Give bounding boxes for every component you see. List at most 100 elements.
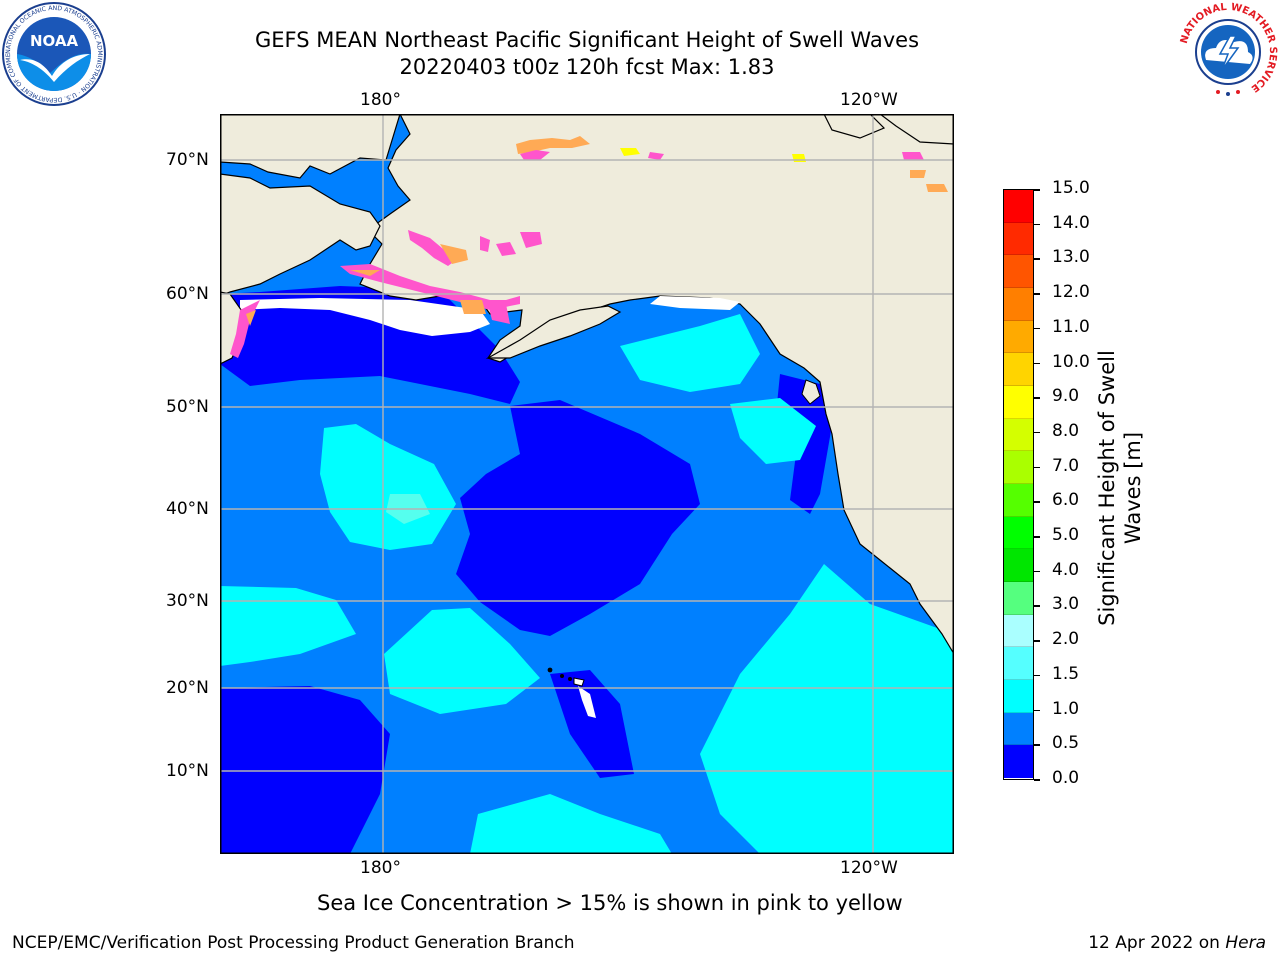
chart-subtitle: 20220403 t00z 120h fcst Max: 1.83 [399, 55, 775, 79]
colorbar-segment [1004, 418, 1033, 452]
colorbar-tick-label: 7.0 [1052, 455, 1080, 476]
land-arctic-island [823, 114, 886, 139]
footer-date-text: 12 Apr 2022 on [1088, 933, 1226, 953]
colorbar-tick-mark [1034, 640, 1040, 642]
colorbar-tick-mark [1034, 293, 1040, 295]
colorbar-segment [1004, 745, 1033, 778]
lon-label-top-120w: 120°W [840, 90, 898, 110]
colorbar-segment [1004, 712, 1033, 746]
colorbar-tick-label: 12.0 [1052, 282, 1090, 303]
colorbar-segment [1004, 679, 1033, 713]
colorbar-tick-mark [1034, 536, 1040, 538]
colorbar-tick-label: 9.0 [1052, 386, 1080, 407]
colorbar [1003, 189, 1034, 780]
colorbar-tick-label: 3.0 [1052, 594, 1080, 615]
colorbar-tick-mark [1034, 189, 1040, 191]
colorbar-tick-label: 5.0 [1052, 525, 1080, 546]
lat-label-70n: 70°N [166, 150, 209, 170]
lat-label-10n: 10°N [166, 761, 209, 781]
land-alaska-peninsula [485, 305, 622, 359]
colorbar-segment [1004, 287, 1033, 321]
colorbar-segment [1004, 353, 1033, 386]
colorbar-tick-mark [1034, 674, 1040, 677]
footer-date: 12 Apr 2022 on Hera [1088, 933, 1266, 953]
colorbar-tick-mark [1034, 223, 1040, 226]
ocean-swell-1.0-1.5-bc [730, 398, 816, 464]
colorbar-segment [1004, 549, 1033, 582]
colorbar-tick-mark [1034, 570, 1040, 573]
colorbar-title-line2: Waves [m] [1121, 431, 1145, 545]
ocean-swell-1.0-1.5-midwest [320, 424, 456, 550]
colorbar-tick-label: 6.0 [1052, 490, 1080, 511]
colorbar-title: Significant Height of Swell Waves [m] [1094, 298, 1146, 678]
colorbar-tick-mark [1034, 709, 1040, 712]
colorbar-tick-label: 10.0 [1052, 351, 1090, 372]
colorbar-tick-mark [1034, 397, 1040, 399]
colorbar-tick-mark [1034, 501, 1040, 503]
colorbar-tick-label: 8.0 [1052, 420, 1080, 441]
colorbar-segment [1004, 222, 1033, 256]
ocean-swell-0-0.5-west-south [220, 686, 390, 854]
colorbar-tick-label: 1.0 [1052, 698, 1080, 719]
noaa-logo: NATIONAL OCEANIC AND ATMOSPHERIC ADMINIS… [2, 2, 106, 106]
ocean-swell-1.0-1.5-west [220, 586, 356, 666]
lat-label-40n: 40°N [166, 499, 209, 519]
colorbar-segment [1004, 190, 1033, 223]
ice-free-gulf [650, 296, 740, 310]
lon-label-top-180: 180° [360, 90, 401, 110]
colorbar-segment [1004, 614, 1033, 648]
colorbar-segment [1004, 320, 1033, 354]
colorbar-tick-label: 2.0 [1052, 629, 1080, 650]
colorbar-tick-mark [1034, 258, 1040, 260]
footer-host: Hera [1225, 933, 1266, 953]
colorbar-tick-label: 0.0 [1052, 768, 1080, 788]
map-gridlines [220, 114, 954, 854]
hawaiian-islands [547, 667, 596, 718]
noaa-logo-text: NOAA [30, 32, 79, 50]
ocean-swell-0-0.5-central [456, 400, 700, 636]
colorbar-segment [1004, 385, 1033, 419]
colorbar-tick-label: 11.0 [1052, 316, 1090, 337]
colorbar-segment [1004, 483, 1033, 517]
lon-label-bottom-120w: 120°W [840, 858, 898, 878]
lon-label-bottom-180: 180° [360, 858, 401, 878]
lat-label-20n: 20°N [166, 678, 209, 698]
colorbar-tick-mark [1034, 466, 1040, 469]
ocean-swell-0-0.5-hawaii [550, 670, 634, 778]
colorbar-tick-mark [1034, 744, 1040, 746]
colorbar-tick-label: 14.0 [1052, 212, 1090, 233]
ocean-swell-1.0-1.5-southeast [700, 564, 954, 854]
ocean-swell-1.0-1.5-gulf [620, 314, 760, 392]
nws-logo: NATIONAL WEATHER SERVICE [1179, 2, 1278, 101]
colorbar-title-line1: Significant Height of Swell [1095, 350, 1119, 626]
colorbar-segment [1004, 255, 1033, 288]
colorbar-tick-mark [1034, 327, 1040, 330]
sea-ice-note: Sea Ice Concentration > 15% is shown in … [317, 891, 903, 915]
lat-label-30n: 30°N [166, 591, 209, 611]
colorbar-tick-mark [1034, 362, 1040, 365]
map-border [220, 114, 954, 854]
colorbar-segment [1004, 451, 1033, 484]
lat-label-50n: 50°N [166, 397, 209, 417]
colorbar-tick-label: 1.5 [1052, 663, 1080, 684]
land-chukotka [220, 173, 381, 297]
colorbar-segment [1004, 516, 1033, 550]
colorbar-tick-label: 4.0 [1052, 559, 1080, 580]
land-coast-islands [801, 379, 821, 405]
footer-branch: NCEP/EMC/Verification Post Processing Pr… [12, 933, 575, 953]
lat-label-60n: 60°N [166, 284, 209, 304]
ocean-swell-1.0-1.5-south [470, 794, 672, 854]
colorbar-tick-label: 0.5 [1052, 733, 1080, 754]
colorbar-tick-mark [1034, 605, 1040, 607]
colorbar-tick-label: 15.0 [1052, 178, 1090, 198]
colorbar-segment [1004, 647, 1033, 680]
colorbar-segment [1004, 581, 1033, 615]
colorbar-tick-mark [1034, 431, 1040, 434]
colorbar-tick-mark [1034, 779, 1040, 781]
land-arctic-island-2 [879, 114, 954, 145]
ice-free-bering [240, 298, 490, 336]
chart-title: GEFS MEAN Northeast Pacific Significant … [254, 28, 920, 52]
land-siberia [220, 114, 401, 179]
sea-ice-cells [230, 136, 948, 358]
wave-height-map [220, 114, 954, 854]
